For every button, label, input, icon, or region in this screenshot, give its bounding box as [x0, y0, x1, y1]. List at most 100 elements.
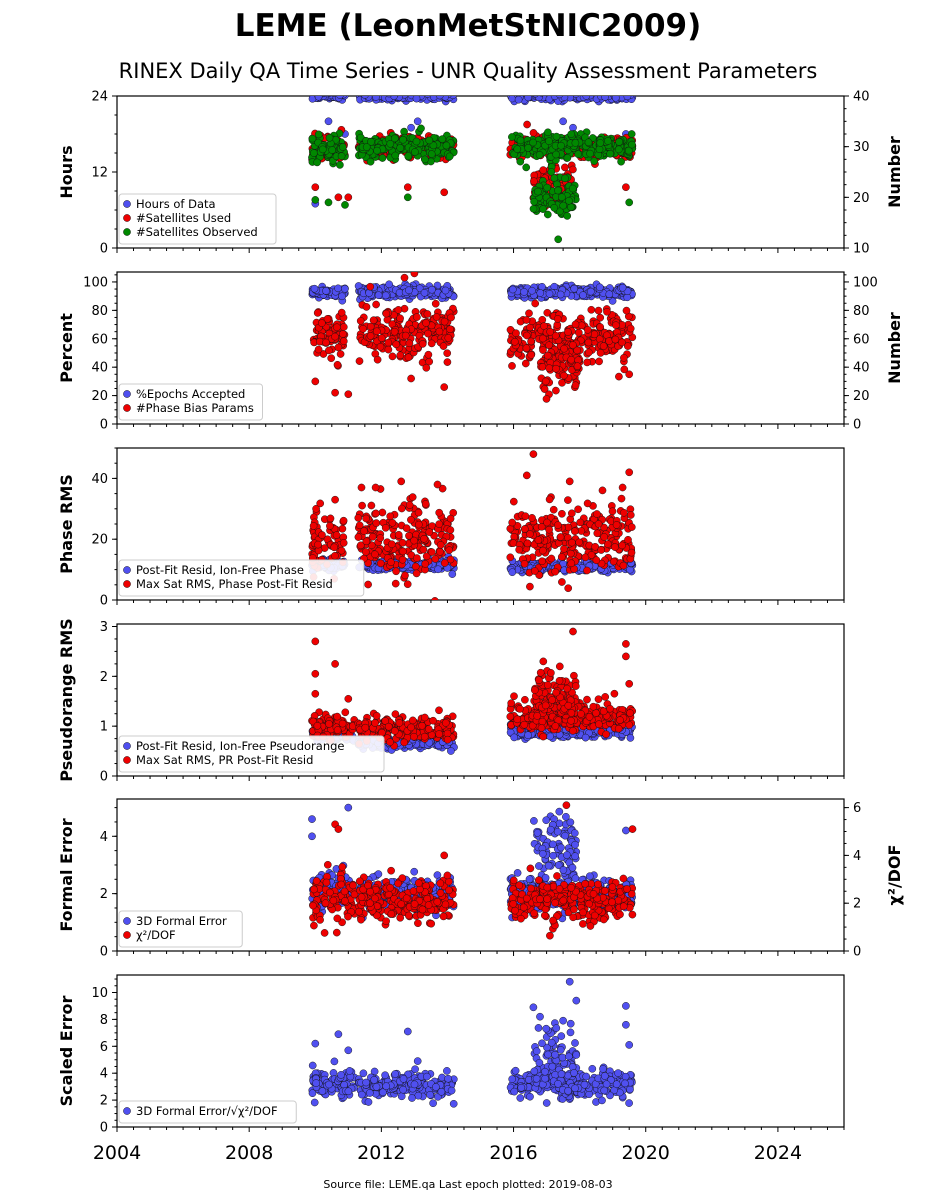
legend-marker: [123, 200, 131, 208]
data-point: [579, 291, 587, 300]
data-point: [612, 521, 621, 529]
data-point: [608, 507, 617, 516]
data-point: [624, 535, 632, 544]
data-point: [587, 551, 596, 559]
y-tick-label: 24: [91, 90, 108, 105]
data-point: [530, 567, 539, 575]
data-point: [611, 96, 620, 102]
data-point: [508, 133, 516, 141]
legend-marker: [123, 390, 131, 398]
y-axis-label: Phase RMS: [57, 474, 76, 574]
data-point: [627, 130, 636, 138]
data-point: [584, 338, 593, 347]
data-point: [574, 328, 583, 337]
data-point: [411, 148, 419, 156]
data-point: [596, 349, 605, 357]
data-point: [394, 530, 403, 539]
y-tick-label: 20: [91, 389, 108, 404]
data-point: [539, 96, 544, 97]
data-point: [601, 96, 609, 101]
data-point: [362, 143, 371, 151]
data-point: [506, 553, 515, 562]
data-point: [599, 342, 608, 350]
data-point: [386, 139, 395, 148]
data-point: [336, 161, 344, 169]
data-point: [314, 345, 323, 354]
data-point: [568, 538, 576, 547]
data-point: [366, 157, 375, 166]
data-point: [359, 324, 367, 333]
y-tick-label: 0: [100, 418, 108, 433]
data-point: [420, 534, 428, 543]
data-point: [615, 372, 623, 381]
data-point: [618, 483, 627, 492]
data-point: [583, 499, 592, 508]
data-point: [419, 545, 428, 554]
data-point: [376, 534, 385, 542]
data-point: [530, 197, 538, 206]
data-point: [413, 313, 421, 321]
data-point: [605, 96, 610, 97]
data-point: [625, 370, 634, 379]
data-point: [620, 508, 628, 517]
y-tick-label: 1: [100, 720, 108, 735]
data-point: [615, 138, 623, 146]
data-point: [543, 210, 552, 219]
data-point: [508, 568, 517, 577]
data-point: [366, 332, 375, 340]
data-point: [546, 327, 555, 336]
data-point: [312, 504, 320, 513]
data-point: [541, 377, 550, 386]
data-point: [534, 536, 543, 544]
data-point: [547, 554, 556, 563]
data-point: [556, 96, 563, 99]
data-point: [373, 146, 381, 155]
data-point: [543, 518, 551, 527]
data-point: [433, 96, 436, 97]
data-point: [362, 303, 371, 311]
data-point: [554, 186, 562, 195]
data-point: [326, 514, 335, 523]
y-right-tick-label: 20: [853, 389, 870, 404]
data-point: [574, 505, 582, 514]
data-point: [509, 497, 518, 506]
data-point: [605, 290, 614, 299]
data-points: [308, 627, 637, 755]
data-point: [414, 508, 423, 517]
data-point: [326, 522, 334, 530]
data-point: [568, 184, 577, 193]
data-point: [597, 96, 602, 97]
data-point: [378, 154, 387, 162]
data-point: [314, 96, 323, 101]
data-point: [388, 518, 397, 527]
y-tick-label: 2: [100, 670, 108, 685]
data-point: [415, 284, 424, 293]
y-tick-label: 0: [100, 770, 108, 785]
data-point: [381, 291, 390, 300]
data-point: [398, 555, 407, 564]
data-point: [413, 117, 422, 126]
data-point: [510, 337, 519, 346]
data-point: [620, 353, 628, 362]
data-point: [318, 96, 321, 97]
data-point: [361, 96, 369, 99]
y-right-axis-label: Number: [885, 136, 904, 208]
data-point: [327, 96, 332, 97]
data-point: [539, 346, 547, 354]
data-point: [573, 346, 582, 355]
legend-entry: Post-Fit Resid, Ion-Free Phase: [136, 563, 304, 577]
data-point: [432, 313, 441, 321]
data-point: [620, 365, 629, 374]
data-point: [384, 338, 393, 347]
data-point: [525, 309, 533, 318]
data-point: [401, 331, 410, 340]
data-point: [427, 150, 436, 158]
data-point: [445, 152, 454, 161]
data-point: [407, 123, 415, 132]
data-point: [575, 538, 583, 547]
y-right-tick-label: 30: [853, 140, 870, 155]
data-point: [583, 358, 591, 367]
data-point: [545, 137, 553, 146]
data-point: [574, 150, 583, 159]
data-point: [311, 196, 320, 204]
